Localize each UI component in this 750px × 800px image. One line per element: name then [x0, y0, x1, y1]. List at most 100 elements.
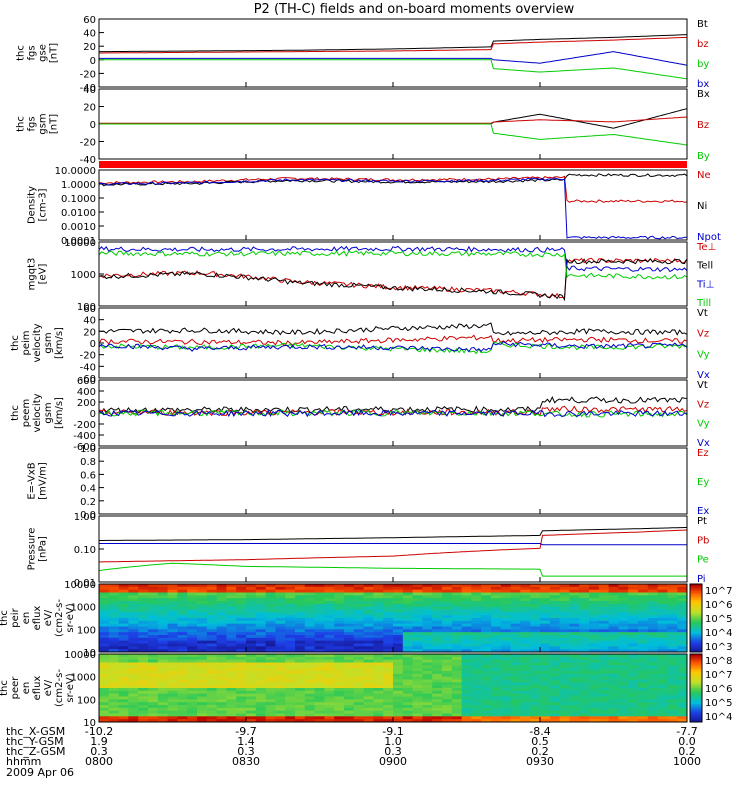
heatmap-cell — [677, 668, 688, 672]
heatmap-cell — [598, 601, 610, 605]
heatmap-cell — [393, 696, 404, 700]
heatmap-cell — [569, 665, 580, 669]
heatmap-cell — [451, 632, 463, 636]
heatmap-cell — [559, 601, 570, 605]
heatmap-cell — [451, 646, 463, 650]
heatmap-cell — [187, 601, 198, 605]
heatmap-cell — [618, 659, 629, 663]
heatmap-cell — [598, 707, 610, 712]
heatmap-cell — [569, 629, 580, 633]
heatmap-cell — [491, 595, 502, 599]
heatmap-cell — [559, 646, 570, 650]
heatmap-cell — [206, 673, 218, 678]
ylabel-line: Density — [27, 186, 38, 224]
heatmap-cell — [677, 665, 688, 669]
heatmap-cell — [471, 690, 482, 695]
heatmap-cell — [451, 586, 463, 591]
heatmap-cell — [638, 654, 649, 658]
colorbar-tick-label: 10^6 — [705, 684, 732, 695]
heatmap-cell — [295, 659, 306, 663]
heatmap-cell — [255, 649, 267, 653]
heatmap-cell — [157, 716, 169, 720]
heatmap-cell — [383, 629, 394, 633]
heatmap-cell — [108, 696, 120, 700]
heatmap-cell — [118, 662, 129, 666]
heatmap-cell — [540, 586, 551, 591]
heatmap-cell — [500, 671, 512, 675]
heatmap-cell — [314, 609, 325, 613]
heatmap-cell — [206, 640, 218, 644]
heatmap-cell — [598, 690, 610, 695]
heatmap-cell — [167, 649, 178, 653]
heatmap-cell — [461, 659, 472, 663]
heatmap-cell — [589, 643, 600, 647]
heatmap-cell — [481, 592, 492, 596]
y-tick-label: -40 — [80, 362, 96, 373]
heatmap-cell — [383, 685, 394, 689]
heatmap-cell — [206, 629, 218, 633]
colorbar-segment — [690, 676, 702, 680]
heatmap-cell — [334, 654, 345, 658]
heatmap-cell — [206, 601, 218, 605]
heatmap-cell — [638, 671, 649, 675]
heatmap-cell — [461, 640, 472, 644]
heatmap-cell — [177, 693, 188, 697]
heatmap-cell — [216, 620, 227, 625]
heatmap-cell — [589, 620, 600, 625]
heatmap-cell — [500, 637, 512, 642]
heatmap-cell — [373, 690, 384, 695]
heatmap-cell — [667, 620, 678, 625]
heatmap-cell — [99, 713, 110, 717]
heatmap-cell — [530, 586, 541, 591]
heatmap-cell — [157, 603, 169, 608]
heatmap-cell — [226, 589, 237, 593]
heatmap-cell — [569, 719, 580, 723]
heatmap-cell — [148, 640, 159, 644]
ylabel-line: thc — [16, 45, 27, 61]
heatmap-cell — [549, 705, 561, 709]
heatmap-cell — [285, 606, 296, 610]
heatmap-cell — [461, 646, 472, 650]
heatmap-cell — [461, 676, 472, 680]
heatmap-cell — [549, 688, 561, 692]
heatmap-cell — [128, 592, 139, 596]
heatmap-cell — [285, 598, 296, 602]
heatmap-cell — [314, 665, 325, 669]
heatmap-cell — [383, 671, 394, 675]
colorbar-segment — [690, 629, 702, 633]
heatmap-cell — [549, 609, 561, 613]
heatmap-cell — [206, 685, 218, 689]
heatmap-cell — [422, 637, 433, 642]
colorbar-segment — [690, 717, 702, 721]
heatmap-cell — [246, 586, 257, 591]
heatmap-cell — [530, 713, 541, 717]
heatmap-cell — [579, 586, 590, 591]
heatmap-cell — [118, 589, 129, 593]
heatmap-cell — [589, 623, 600, 627]
y-tick-label: 10 — [83, 648, 96, 659]
heatmap-cell — [638, 584, 649, 588]
heatmap-cell — [677, 671, 688, 675]
heatmap-cell — [99, 676, 110, 680]
series-line-Bt — [99, 34, 688, 53]
colorbar-segment — [690, 604, 702, 608]
heatmap-cell — [373, 693, 384, 697]
ylabel-line: peer — [10, 676, 21, 700]
heatmap-cell — [99, 656, 110, 661]
heatmap-cell — [540, 665, 551, 669]
heatmap-cell — [589, 637, 600, 642]
legend-label: Bt — [697, 19, 708, 30]
heatmap-cell — [471, 668, 482, 672]
heatmap-cell — [353, 623, 365, 627]
heatmap-cell — [108, 606, 120, 610]
heatmap-cell — [383, 623, 394, 627]
heatmap-cell — [589, 629, 600, 633]
heatmap-cell — [412, 649, 423, 653]
heatmap-cell — [481, 662, 492, 666]
heatmap-cell — [442, 710, 453, 714]
heatmap-cell — [99, 710, 110, 714]
heatmap-cell — [295, 710, 306, 714]
heatmap-cell — [677, 586, 688, 591]
series-line-Ti⊥ — [98, 245, 688, 273]
heatmap-cell — [226, 716, 237, 720]
